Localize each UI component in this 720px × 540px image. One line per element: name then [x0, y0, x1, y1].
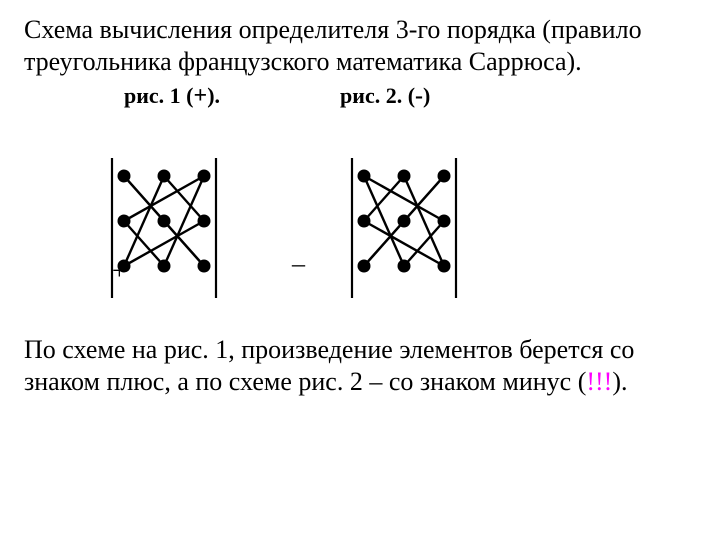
intro-text: Схема вычисления определителя 3-го поряд…: [24, 14, 696, 77]
minus-sign: _: [292, 240, 305, 270]
outro-after: ).: [612, 367, 627, 396]
outro-text: По схеме на рис. 1, произведение элемент…: [24, 334, 696, 397]
outro-before: По схеме на рис. 1, произведение элемент…: [24, 335, 634, 396]
caption1-suffix: ).: [207, 83, 220, 108]
caption1-sign: +: [194, 83, 208, 109]
caption1-prefix: рис. 1 (: [124, 83, 194, 108]
diagrams-area: + _: [24, 116, 696, 316]
caption2-sign: -: [415, 83, 423, 109]
sarrus-diagram-plus: [104, 156, 264, 306]
caption-fig1: рис. 1 (+).: [124, 83, 220, 110]
caption-fig2: рис. 2. (-): [340, 83, 430, 110]
caption2-suffix: ): [423, 83, 430, 108]
captions-row: рис. 1 (+). рис. 2. (-): [24, 83, 696, 110]
outro-exclaim: !!!: [586, 367, 612, 396]
sarrus-diagram-minus: [344, 156, 504, 306]
caption2-prefix: рис. 2. (: [340, 83, 415, 108]
